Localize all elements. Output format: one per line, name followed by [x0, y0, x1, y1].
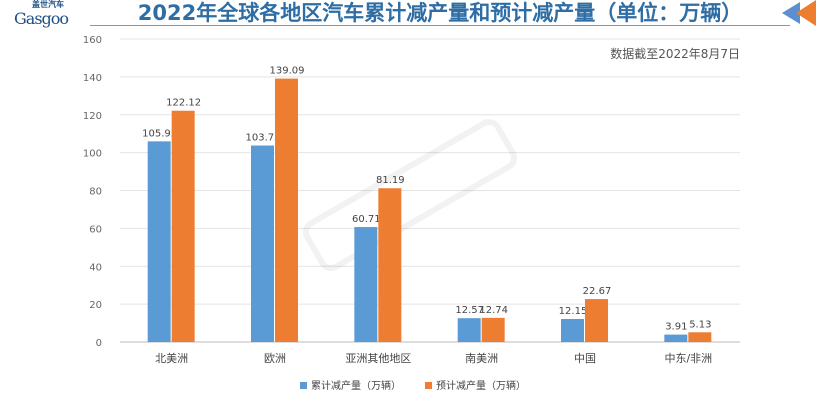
bar-forecast [585, 299, 608, 342]
data-date-note: 数据截至2022年8月7日 [610, 47, 740, 61]
chart-title: 2022年全球各地区汽车累计减产量和预计减产量（单位：万辆） [137, 1, 743, 25]
watermark [302, 119, 518, 271]
y-tick-label: 160 [83, 35, 102, 46]
x-tick-label: 北美洲 [155, 352, 188, 365]
logo-cn: 盖世汽车 [32, 0, 64, 9]
logo-en: Gasgoo [14, 9, 69, 28]
bar-cumulative [354, 227, 378, 342]
data-label: 105.95 [142, 128, 177, 139]
x-tick-label: 中东/非洲 [664, 352, 712, 365]
data-label: 103.75 [246, 133, 281, 144]
y-tick-label: 120 [83, 111, 102, 122]
bar-forecast [275, 78, 298, 342]
y-tick-label: 0 [96, 338, 102, 349]
legend-label: 累计减产量（万辆） [311, 381, 401, 392]
legend-item-forecast: 预计减产量（万辆） [425, 377, 526, 392]
data-label: 12.15 [559, 306, 588, 317]
bar-cumulative [251, 145, 274, 342]
legend: 累计减产量（万辆） 预计减产量（万辆） [300, 377, 526, 392]
gasgoo-logo: 盖世汽车 Gasgoo [6, 0, 90, 30]
y-tick-label: 40 [89, 262, 102, 273]
arrow-decoration-icon [782, 0, 816, 26]
bar-forecast [481, 317, 505, 342]
bar-cumulative [561, 318, 584, 342]
bar-forecast [378, 188, 402, 342]
y-tick-label: 60 [89, 224, 102, 235]
data-label: 81.19 [376, 175, 405, 186]
data-label: 60.71 [352, 214, 381, 225]
bar-cumulative [457, 318, 481, 342]
x-tick-label: 欧洲 [264, 352, 286, 365]
data-label: 3.91 [665, 322, 687, 333]
title-divider [90, 25, 790, 26]
x-tick-label: 南美洲 [465, 352, 498, 365]
legend-item-cumulative: 累计减产量（万辆） [300, 377, 401, 392]
bar-forecast [171, 110, 195, 342]
data-label: 122.12 [166, 98, 201, 109]
y-tick-label: 140 [83, 73, 102, 84]
y-tick-label: 100 [83, 149, 102, 160]
bar-cumulative [147, 141, 171, 342]
y-tick-label: 20 [89, 300, 102, 311]
data-label: 22.67 [583, 286, 612, 297]
data-label: 12.74 [479, 305, 508, 316]
y-tick-label: 80 [89, 187, 102, 198]
data-label: 12.57 [455, 305, 484, 316]
bar-forecast [688, 332, 712, 342]
x-tick-label: 中国 [574, 352, 596, 365]
bar-cumulative [664, 334, 688, 342]
data-label: 5.13 [689, 319, 711, 330]
legend-label: 预计减产量（万辆） [436, 381, 526, 392]
data-label: 139.09 [270, 66, 305, 77]
x-tick-label: 亚洲其他地区 [345, 352, 411, 365]
